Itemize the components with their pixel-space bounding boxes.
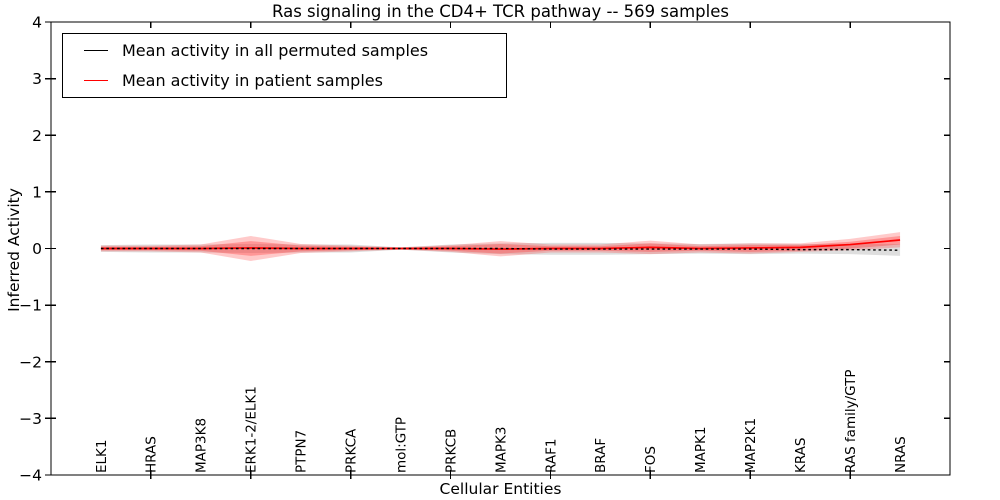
legend-label-permuted: Mean activity in all permuted samples (122, 41, 429, 60)
x-tick-label: ELK1 (94, 440, 110, 474)
legend-entry-patient: Mean activity in patient samples (63, 66, 506, 96)
y-tick-label: −4 (19, 467, 42, 485)
x-tick-label: RAS family/GTP (843, 369, 859, 473)
legend-line-sample-black (84, 50, 108, 51)
legend-entry-permuted: Mean activity in all permuted samples (63, 36, 506, 66)
y-tick-label: −2 (19, 353, 42, 371)
x-tick-label: MAPK1 (693, 427, 709, 473)
x-tick-label: PRKCB (443, 429, 459, 473)
x-tick-label: mol:GTP (393, 417, 409, 473)
y-axis-title: Inferred Activity (5, 188, 23, 312)
y-tick-label: 1 (32, 183, 42, 201)
x-tick-label: MAP2K1 (743, 418, 759, 473)
x-tick-label: ERK1-2/ELK1 (244, 386, 260, 473)
legend-line-sample-red (84, 80, 108, 81)
legend: Mean activity in all permuted samples Me… (62, 33, 507, 98)
legend-label-patient: Mean activity in patient samples (122, 71, 383, 90)
x-axis-title: Cellular Entities (439, 480, 562, 498)
x-tick-label: MAP3K8 (194, 418, 210, 473)
x-tick-label: MAPK3 (493, 427, 509, 473)
x-tick-label: HRAS (144, 436, 160, 473)
y-tick-label: 2 (32, 127, 42, 145)
y-tick-label: −3 (19, 410, 42, 428)
x-tick-label: FOS (643, 446, 659, 473)
permuted-mean-line (100, 247, 901, 251)
y-tick-label: 0 (32, 240, 42, 258)
x-tick-label: KRAS (793, 438, 809, 474)
x-tick-label: RAF1 (543, 439, 559, 473)
band-patient-samples-spread-inner (100, 236, 901, 256)
y-tick-label: 4 (32, 14, 42, 32)
y-tick-label: 3 (32, 70, 42, 88)
x-tick-label: BRAF (593, 438, 609, 473)
x-tick-label: NRAS (893, 436, 909, 473)
x-tick-label: PRKCA (343, 428, 359, 473)
patient-mean-line (100, 239, 901, 250)
band-patient-samples-spread-outer (100, 232, 901, 261)
y-tick-label: −1 (19, 297, 42, 315)
chart-title: Ras signaling in the CD4+ TCR pathway --… (272, 2, 729, 21)
x-tick-label: PTPN7 (294, 430, 310, 473)
